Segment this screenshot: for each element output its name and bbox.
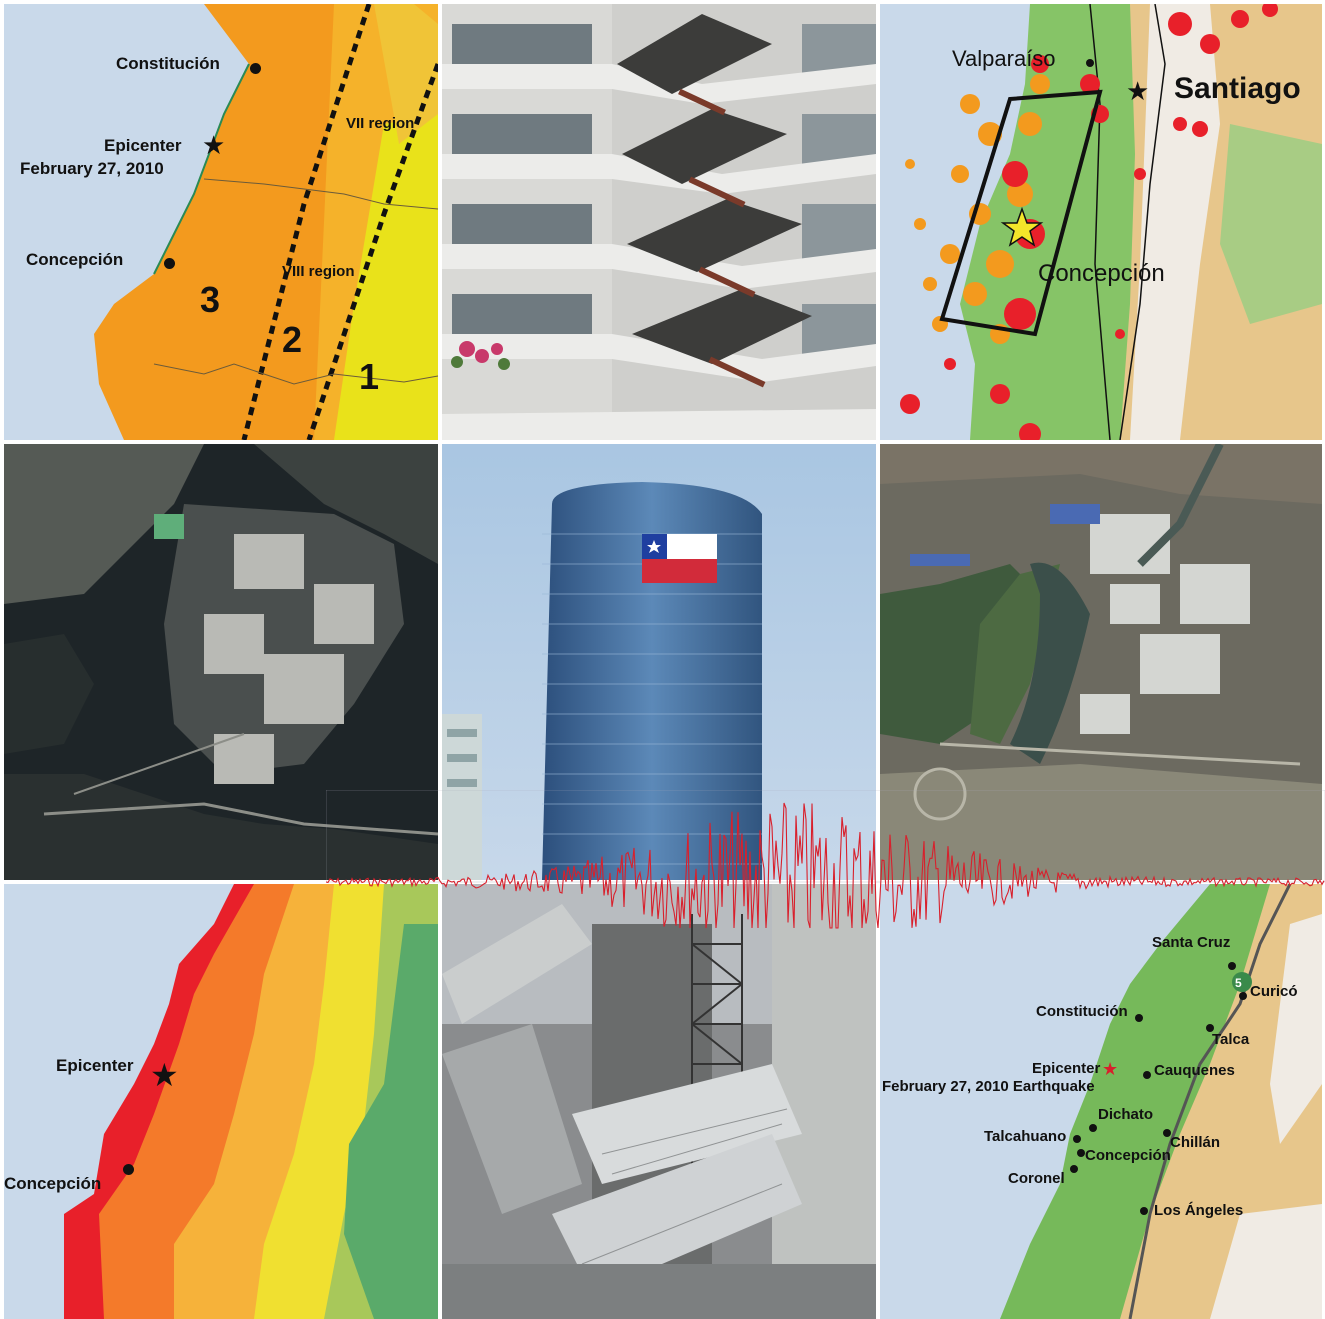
epicenter-star-icon: ★ <box>202 130 226 160</box>
talca-marker <box>1206 1024 1214 1032</box>
collapsed-plant-photo <box>442 884 876 1319</box>
damaged-building-photo <box>442 4 876 440</box>
concepcion-label: Concepción <box>1038 260 1165 287</box>
constitucion-label: Constitución <box>1036 1003 1128 1020</box>
concepcion-marker <box>1077 1149 1085 1157</box>
santiago-label: Santiago <box>1174 72 1301 105</box>
santa-cruz-marker <box>1228 962 1236 970</box>
curico-marker <box>1239 992 1247 1000</box>
aftershock-map: Valparaíso ★ Santiago Concepción <box>880 4 1322 440</box>
epicenter-star-icon: ★ <box>150 1057 179 1093</box>
epicenter-star-icon: ★ <box>1102 1059 1119 1079</box>
earthquake-date-label: February 27, 2010 Earthquake <box>882 1078 1095 1095</box>
dichato-marker <box>1089 1124 1097 1132</box>
satellite-image-after <box>880 444 1322 880</box>
epicenter-label: Epicenter <box>104 136 182 155</box>
dichato-label: Dichato <box>1098 1106 1154 1123</box>
vii-region-label: VII region <box>346 115 415 132</box>
epicenter-label: Epicenter <box>56 1056 134 1075</box>
concepcion-marker <box>164 258 175 269</box>
cauquenes-label: Cauquenes <box>1154 1062 1235 1079</box>
towns-map: Santa Cruz Curicó 5 Constitución Talca E… <box>880 884 1322 1319</box>
concepcion-marker <box>123 1164 134 1175</box>
coronel-label: Coronel <box>1008 1170 1065 1187</box>
santiago-star-icon: ★ <box>1126 76 1150 106</box>
los-angeles-label: Los Ángeles <box>1154 1202 1244 1219</box>
epicenter-date-label: February 27, 2010 <box>20 159 164 178</box>
intensity-map: ★ Epicenter Concepción <box>4 884 438 1319</box>
zone-1-label: 1 <box>359 356 380 397</box>
constitucion-marker <box>250 63 261 74</box>
zone-2-label: 2 <box>282 319 303 360</box>
fault-zones-map: Constitución ★ Epicenter February 27, 20… <box>4 4 438 440</box>
talcahuano-marker <box>1073 1135 1081 1143</box>
concepcion-label: Concepción <box>1085 1147 1171 1164</box>
constitucion-marker <box>1135 1014 1143 1022</box>
santa-cruz-label: Santa Cruz <box>1152 934 1231 951</box>
tower-with-flag-photo <box>442 444 876 880</box>
epicenter-label: Epicenter <box>1032 1060 1101 1077</box>
route-5-label: 5 <box>1235 976 1242 990</box>
viii-region-label: VIII region <box>282 263 355 280</box>
valparaiso-label: Valparaíso <box>952 46 1056 71</box>
coronel-marker <box>1070 1165 1078 1173</box>
cauquenes-marker <box>1143 1071 1151 1079</box>
valparaiso-marker <box>1086 59 1094 67</box>
chillan-label: Chillán <box>1170 1134 1221 1151</box>
concepcion-label: Concepción <box>26 250 124 269</box>
chillan-marker <box>1163 1129 1171 1137</box>
flooded-satellite-image <box>4 444 438 880</box>
zone-3-label: 3 <box>200 279 221 320</box>
talcahuano-label: Talcahuano <box>984 1128 1067 1145</box>
talca-label: Talca <box>1212 1031 1250 1048</box>
concepcion-label: Concepción <box>4 1174 102 1193</box>
constitucion-label: Constitución <box>116 54 220 73</box>
los-angeles-marker <box>1140 1207 1148 1215</box>
curico-label: Curicó <box>1250 983 1298 1000</box>
